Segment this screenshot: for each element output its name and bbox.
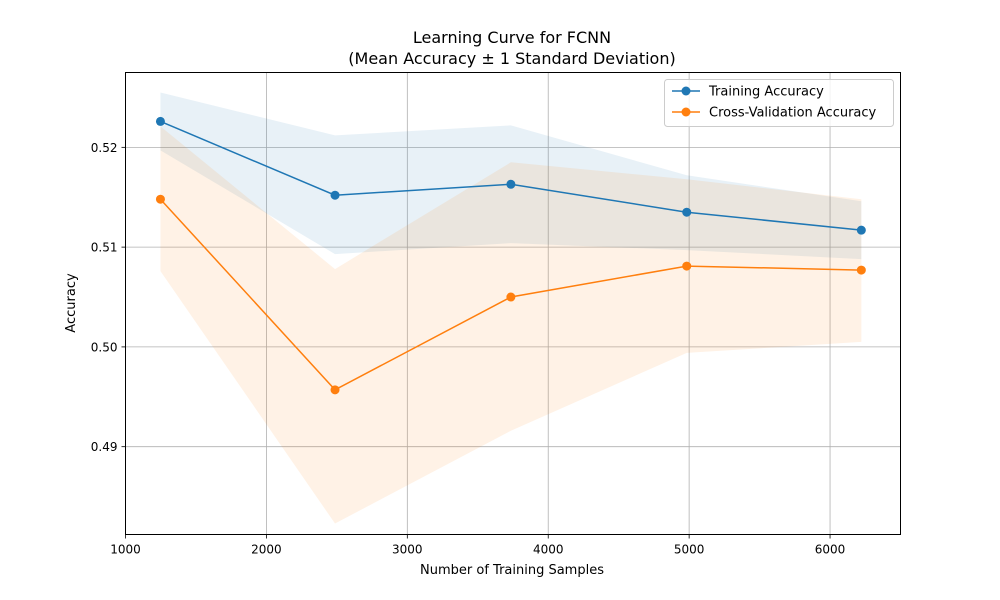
training-point <box>506 179 516 189</box>
grid-lines <box>125 72 901 535</box>
training-point <box>155 116 165 126</box>
legend-box <box>664 79 894 127</box>
cv-std-band <box>160 126 862 524</box>
training-std-band <box>160 92 862 260</box>
x-tick-label: 1000 <box>110 543 141 557</box>
cv-point <box>682 261 692 271</box>
legend-training-marker <box>681 86 691 96</box>
x-axis-label: Number of Training Samples <box>420 563 604 578</box>
x-tick-label: 3000 <box>392 543 423 557</box>
x-tick-label: 6000 <box>815 543 846 557</box>
training-point <box>682 207 692 217</box>
y-axis-label: Accuracy <box>64 273 79 333</box>
cv-point <box>330 385 340 395</box>
cv-point <box>155 194 165 204</box>
legend-cv-label: Cross-Validation Accuracy <box>709 106 877 121</box>
legend: Training Accuracy Cross-Validation Accur… <box>664 79 894 127</box>
plot-frame <box>125 72 901 535</box>
cv-point <box>506 292 516 302</box>
std-bands <box>160 92 862 524</box>
x-tick-label: 2000 <box>251 543 282 557</box>
x-tick-label: 4000 <box>533 543 564 557</box>
legend-cv-marker <box>681 107 691 117</box>
chart-subtitle: (Mean Accuracy ± 1 Standard Deviation) <box>348 49 675 68</box>
cv-point <box>856 265 866 275</box>
y-tick-label: 0.50 <box>91 340 118 354</box>
x-tick-label: 5000 <box>674 543 705 557</box>
training-point <box>856 225 866 235</box>
y-tick-label: 0.49 <box>91 440 118 454</box>
training-point <box>330 190 340 200</box>
legend-training-label: Training Accuracy <box>708 85 824 100</box>
axis-ticks: 1000 2000 3000 4000 5000 6000 0.49 0.50 0.51 0.52 <box>91 141 846 557</box>
series-markers <box>155 116 866 395</box>
y-tick-label: 0.51 <box>91 241 118 255</box>
chart-title: Learning Curve for FCNN <box>413 28 611 47</box>
y-tick-label: 0.52 <box>91 141 118 155</box>
